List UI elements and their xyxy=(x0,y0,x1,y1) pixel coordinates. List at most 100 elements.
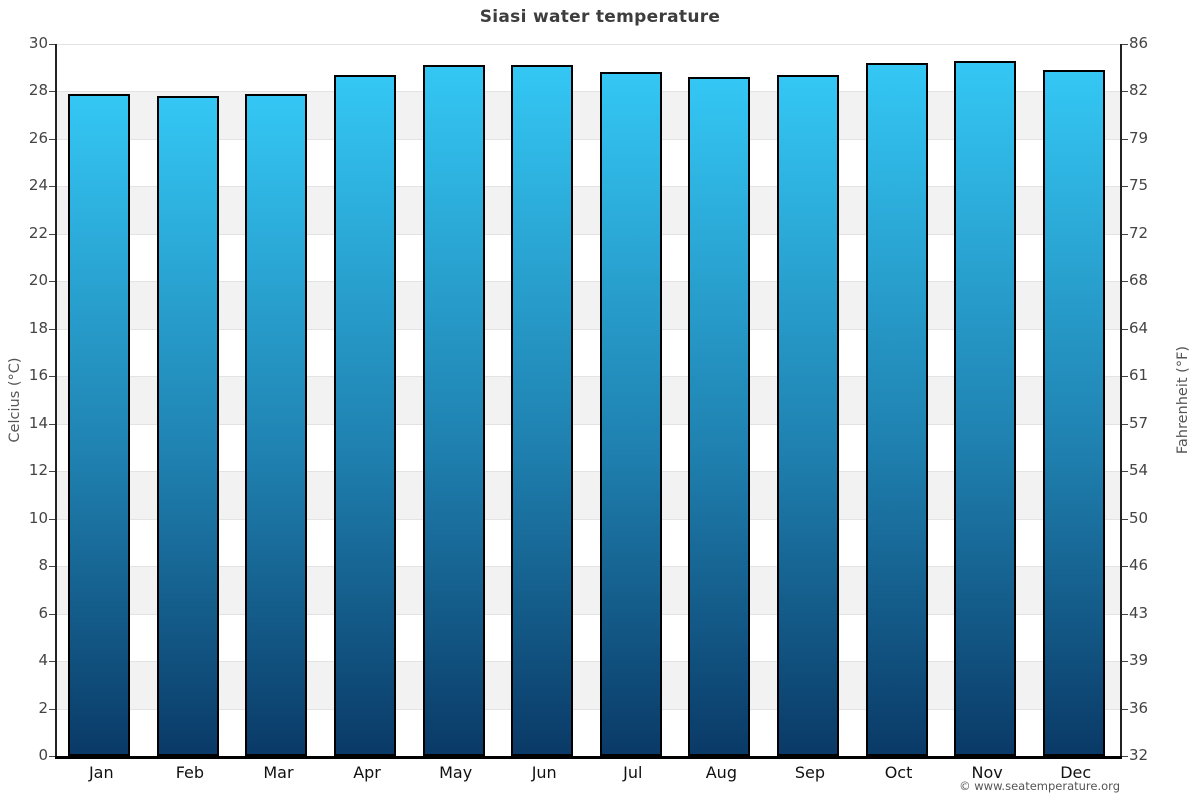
bar-mar xyxy=(245,93,308,756)
y-tick-left xyxy=(49,233,55,235)
y-tick-right xyxy=(1122,518,1128,520)
x-tick-label-jun: Jun xyxy=(531,763,557,782)
y-tick-label-celsius: 4 xyxy=(38,651,48,670)
bar-oct xyxy=(865,62,928,756)
y-tick-label-fahrenheit: 82 xyxy=(1129,81,1149,100)
grid-band xyxy=(57,138,1120,187)
y-tick-right xyxy=(1122,281,1128,283)
bar-may xyxy=(422,65,485,756)
grid-band xyxy=(57,44,1120,92)
x-tick-label-feb: Feb xyxy=(175,763,205,782)
bar-jun xyxy=(511,65,574,756)
y-tick-label-celsius: 20 xyxy=(28,271,48,290)
y-tick-label-celsius: 22 xyxy=(28,223,48,242)
y-tick-label-celsius: 26 xyxy=(28,128,48,147)
y-tick-left xyxy=(49,756,55,757)
grid-band xyxy=(57,661,1120,709)
y-tick-right xyxy=(1122,756,1128,757)
bar-jan xyxy=(68,93,131,756)
grid-band xyxy=(57,91,1120,139)
y-tick-label-fahrenheit: 75 xyxy=(1129,176,1149,195)
x-tick-label-mar: Mar xyxy=(263,763,294,782)
y-tick-label-celsius: 0 xyxy=(38,746,48,764)
x-tick-label-aug: Aug xyxy=(705,763,737,782)
y-tick-label-fahrenheit: 79 xyxy=(1129,128,1149,147)
y-tick-left xyxy=(49,91,55,93)
bar-apr xyxy=(334,74,397,756)
bar-sep xyxy=(776,74,839,756)
x-tick-label-may: May xyxy=(439,763,473,782)
y-tick-right xyxy=(1122,471,1128,473)
grid-band xyxy=(57,613,1120,662)
grid-band xyxy=(57,423,1120,472)
y-axis-line-right xyxy=(1120,44,1122,756)
y-tick-label-celsius: 12 xyxy=(28,461,48,480)
y-tick-label-celsius: 28 xyxy=(28,81,48,100)
bar-nov xyxy=(954,60,1017,756)
bar-aug xyxy=(688,77,751,756)
y-tick-left xyxy=(49,566,55,568)
y-tick-right xyxy=(1122,328,1128,330)
y-tick-right xyxy=(1122,708,1128,710)
bar-feb xyxy=(156,96,219,756)
y-tick-left xyxy=(49,44,55,45)
y-tick-label-fahrenheit: 36 xyxy=(1129,698,1149,717)
y-tick-label-celsius: 10 xyxy=(28,508,48,527)
y-tick-label-fahrenheit: 54 xyxy=(1129,461,1149,480)
y-tick-label-celsius: 14 xyxy=(28,413,48,432)
y-tick-right xyxy=(1122,661,1128,663)
grid-band xyxy=(57,328,1120,377)
y-tick-right xyxy=(1122,91,1128,93)
y-tick-label-fahrenheit: 72 xyxy=(1129,223,1149,242)
copyright-notice: © www.seatemperature.org xyxy=(959,779,1120,793)
x-tick-label-sep: Sep xyxy=(794,763,826,782)
x-tick-label-apr: Apr xyxy=(353,763,381,782)
y-tick-left xyxy=(49,518,55,520)
y-tick-right xyxy=(1122,613,1128,615)
y-tick-label-fahrenheit: 86 xyxy=(1129,34,1149,52)
y-tick-left xyxy=(49,281,55,283)
bar-dec xyxy=(1042,70,1105,756)
y-tick-label-fahrenheit: 61 xyxy=(1129,366,1149,385)
y-tick-left xyxy=(49,471,55,473)
x-tick-label-jan: Jan xyxy=(88,763,114,782)
y-tick-label-fahrenheit: 39 xyxy=(1129,651,1149,670)
y-tick-right xyxy=(1122,186,1128,188)
y-tick-right xyxy=(1122,44,1128,45)
y-tick-left xyxy=(49,138,55,140)
y-tick-label-fahrenheit: 68 xyxy=(1129,271,1149,290)
y-tick-label-fahrenheit: 46 xyxy=(1129,556,1149,575)
y-axis-title-fahrenheit: Fahrenheit (°F) xyxy=(1175,345,1191,455)
grid-band xyxy=(57,233,1120,282)
y-axis-title-celsius: Celcius (°C) xyxy=(7,357,23,443)
bar-jul xyxy=(599,72,662,756)
x-tick-label-jul: Jul xyxy=(623,763,643,782)
y-tick-label-fahrenheit: 32 xyxy=(1129,746,1149,764)
y-tick-label-fahrenheit: 43 xyxy=(1129,603,1149,622)
y-tick-right xyxy=(1122,233,1128,235)
y-tick-label-celsius: 8 xyxy=(38,556,48,575)
y-tick-left xyxy=(49,328,55,330)
y-tick-label-celsius: 6 xyxy=(38,603,48,622)
y-tick-label-celsius: 16 xyxy=(28,366,48,385)
y-tick-right xyxy=(1122,138,1128,140)
y-tick-left xyxy=(49,708,55,710)
y-tick-right xyxy=(1122,376,1128,378)
y-tick-left xyxy=(49,186,55,188)
y-tick-label-celsius: 2 xyxy=(38,698,48,717)
grid-band xyxy=(57,518,1120,567)
y-tick-left xyxy=(49,423,55,425)
y-tick-label-celsius: 30 xyxy=(28,34,48,52)
y-tick-left xyxy=(49,613,55,615)
y-axis-line-left xyxy=(55,44,57,756)
grid-band xyxy=(57,281,1120,329)
x-tick-label-oct: Oct xyxy=(884,763,913,782)
y-tick-label-fahrenheit: 50 xyxy=(1129,508,1149,527)
x-tick-label-nov: Nov xyxy=(971,763,1003,782)
x-axis-line xyxy=(55,756,1122,759)
grid-band xyxy=(57,471,1120,519)
y-tick-label-celsius: 18 xyxy=(28,318,48,337)
plot-area xyxy=(57,44,1120,756)
grid-band xyxy=(57,186,1120,234)
